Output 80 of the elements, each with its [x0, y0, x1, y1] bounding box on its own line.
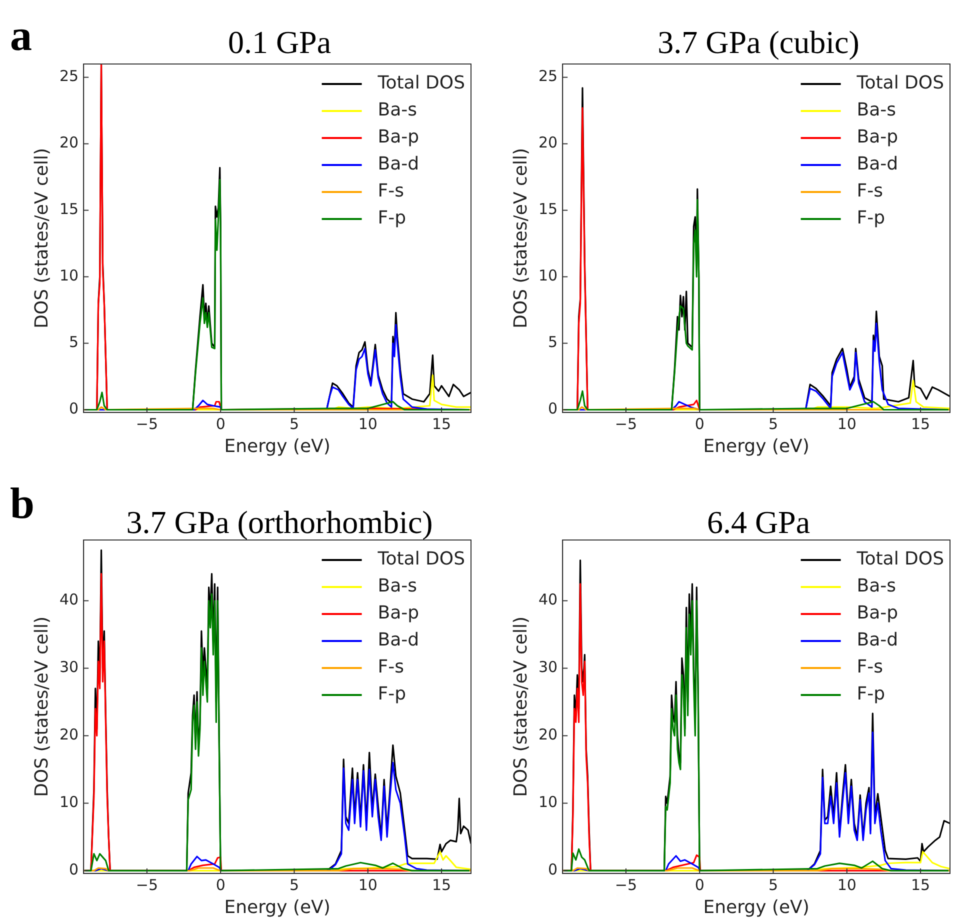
x-axis-title: Energy (eV): [224, 436, 330, 457]
y-tick-label: 0: [69, 400, 79, 418]
y-tick-label: 20: [538, 726, 558, 744]
y-tick-label: 0: [69, 860, 79, 879]
x-tick-label: 5: [289, 414, 300, 433]
legend-label: F-p: [856, 684, 886, 705]
chart-title: 3.7 GPa (orthorhombic): [125, 504, 434, 540]
y-axis-title: DOS (states/eV cell): [510, 148, 532, 328]
x-tick-label: 10: [358, 876, 378, 894]
legend-label: Ba-s: [378, 100, 418, 121]
legend-label: F-s: [856, 656, 884, 678]
legend-label: F-s: [856, 180, 884, 202]
y-tick-label: 20: [60, 726, 79, 744]
y-axis-title: DOS (states/eV cell): [31, 616, 52, 797]
x-tick-label: 0: [694, 876, 704, 894]
legend-label: Ba-p: [856, 602, 898, 624]
x-tick-label: −5: [136, 876, 158, 894]
legend-label: Total DOS: [856, 548, 944, 570]
x-tick-label: 10: [837, 876, 856, 894]
x-tick-label: −5: [614, 414, 637, 433]
legend-label: F-p: [378, 684, 406, 705]
legend-label: Ba-s: [856, 100, 896, 121]
legend-label: Total DOS: [376, 548, 466, 570]
y-tick-label: 5: [548, 333, 558, 352]
y-tick-label: 25: [538, 67, 558, 86]
y-tick-label: 15: [60, 200, 79, 218]
x-tick-label: −5: [614, 876, 637, 894]
x-tick-label: 0: [216, 876, 226, 894]
legend-label: Total DOS: [376, 72, 466, 94]
x-axis-title: Energy (eV): [703, 896, 810, 918]
chart-title: 6.4 GPa: [706, 504, 812, 540]
x-tick-label: 15: [910, 876, 930, 894]
chart-title: 0.1 GPa: [226, 24, 332, 60]
x-tick-label: 0: [216, 414, 226, 433]
legend-label: F-p: [856, 208, 886, 229]
x-tick-label: 15: [432, 414, 452, 433]
y-tick-label: 25: [60, 67, 79, 86]
x-tick-label: 10: [358, 414, 378, 433]
y-tick-label: 40: [538, 590, 558, 609]
legend-label: F-s: [378, 180, 404, 202]
y-axis-title: DOS (states/eV cell): [510, 616, 532, 797]
legend-label: Ba-d: [856, 154, 898, 175]
x-tick-label: 5: [768, 414, 778, 433]
y-tick-label: 0: [548, 860, 558, 879]
y-tick-label: 5: [69, 333, 79, 352]
chart-title: 3.7 GPa (cubic): [656, 24, 860, 60]
y-tick-label: 10: [538, 793, 558, 812]
legend-label: F-p: [378, 208, 406, 229]
legend-label: F-s: [378, 656, 404, 678]
x-tick-label: 15: [910, 414, 930, 433]
legend-label: Ba-s: [856, 576, 896, 597]
legend-label: Ba-d: [856, 630, 898, 651]
legend-label: Ba-d: [378, 630, 420, 651]
y-axis-title: DOS (states/eV cell): [31, 148, 52, 328]
x-tick-label: 15: [432, 876, 452, 894]
x-tick-label: 5: [289, 876, 300, 894]
y-tick-label: 15: [538, 200, 558, 218]
x-tick-label: 5: [768, 876, 778, 894]
y-tick-label: 30: [538, 658, 558, 676]
legend-label: Ba-s: [378, 576, 418, 597]
x-tick-label: 0: [694, 414, 704, 433]
x-axis-title: Energy (eV): [703, 436, 810, 457]
x-axis-title: Energy (eV): [224, 896, 330, 918]
y-tick-label: 10: [60, 266, 79, 285]
y-tick-label: 30: [60, 658, 79, 676]
y-tick-label: 0: [548, 400, 558, 418]
y-tick-label: 20: [538, 134, 558, 152]
text: a: [10, 11, 32, 60]
legend-label: Ba-p: [856, 126, 898, 148]
x-tick-label: −5: [136, 414, 158, 433]
legend-label: Ba-p: [378, 602, 420, 624]
y-tick-label: 40: [60, 590, 79, 609]
y-tick-label: 20: [60, 134, 79, 152]
y-tick-label: 10: [60, 793, 79, 812]
y-tick-label: 10: [538, 266, 558, 285]
legend-label: Ba-d: [378, 154, 420, 175]
x-tick-label: 10: [837, 414, 856, 433]
text: b: [10, 479, 34, 528]
legend-label: Ba-p: [378, 126, 420, 148]
legend-label: Total DOS: [856, 72, 944, 94]
